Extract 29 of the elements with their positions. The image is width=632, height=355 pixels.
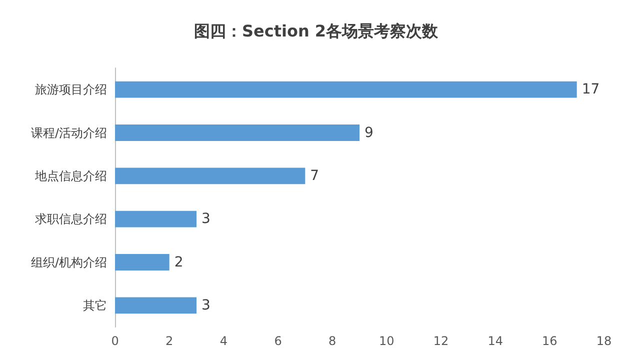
x-tick-label: 2	[166, 334, 174, 348]
x-tick-label: 6	[274, 334, 282, 348]
x-tick-label: 10	[379, 334, 394, 348]
x-tick-label: 8	[328, 334, 336, 348]
y-tick-label: 旅游项目介绍	[35, 82, 107, 97]
data-label: 7	[310, 168, 320, 184]
y-tick-label: 课程/活动介绍	[30, 126, 107, 140]
bar	[115, 210, 196, 228]
x-tick-label: 4	[220, 334, 228, 348]
data-label: 2	[174, 254, 184, 270]
y-tick-label: 地点信息介绍	[34, 168, 107, 183]
data-label: 3	[202, 211, 210, 228]
data-label: 17	[582, 82, 600, 98]
bar	[115, 254, 170, 270]
y-tick-label: 组织/机构介绍	[30, 255, 107, 270]
bar	[115, 124, 360, 141]
bar	[115, 168, 306, 184]
y-tick-label: 其它	[83, 298, 107, 312]
bar	[115, 297, 196, 314]
data-label: 3	[202, 297, 210, 314]
x-tick-label: 0	[111, 334, 119, 348]
data-label: 9	[364, 124, 374, 141]
x-tick-label: 18	[596, 334, 612, 348]
x-tick-label: 14	[488, 334, 503, 348]
x-tick-label: 16	[542, 334, 558, 348]
chart-title: 图四：Section 2各场景考察次数	[194, 22, 440, 40]
x-tick-label: 12	[433, 334, 449, 348]
y-tick-label: 求职信息介绍	[35, 212, 107, 226]
bar	[115, 81, 577, 98]
